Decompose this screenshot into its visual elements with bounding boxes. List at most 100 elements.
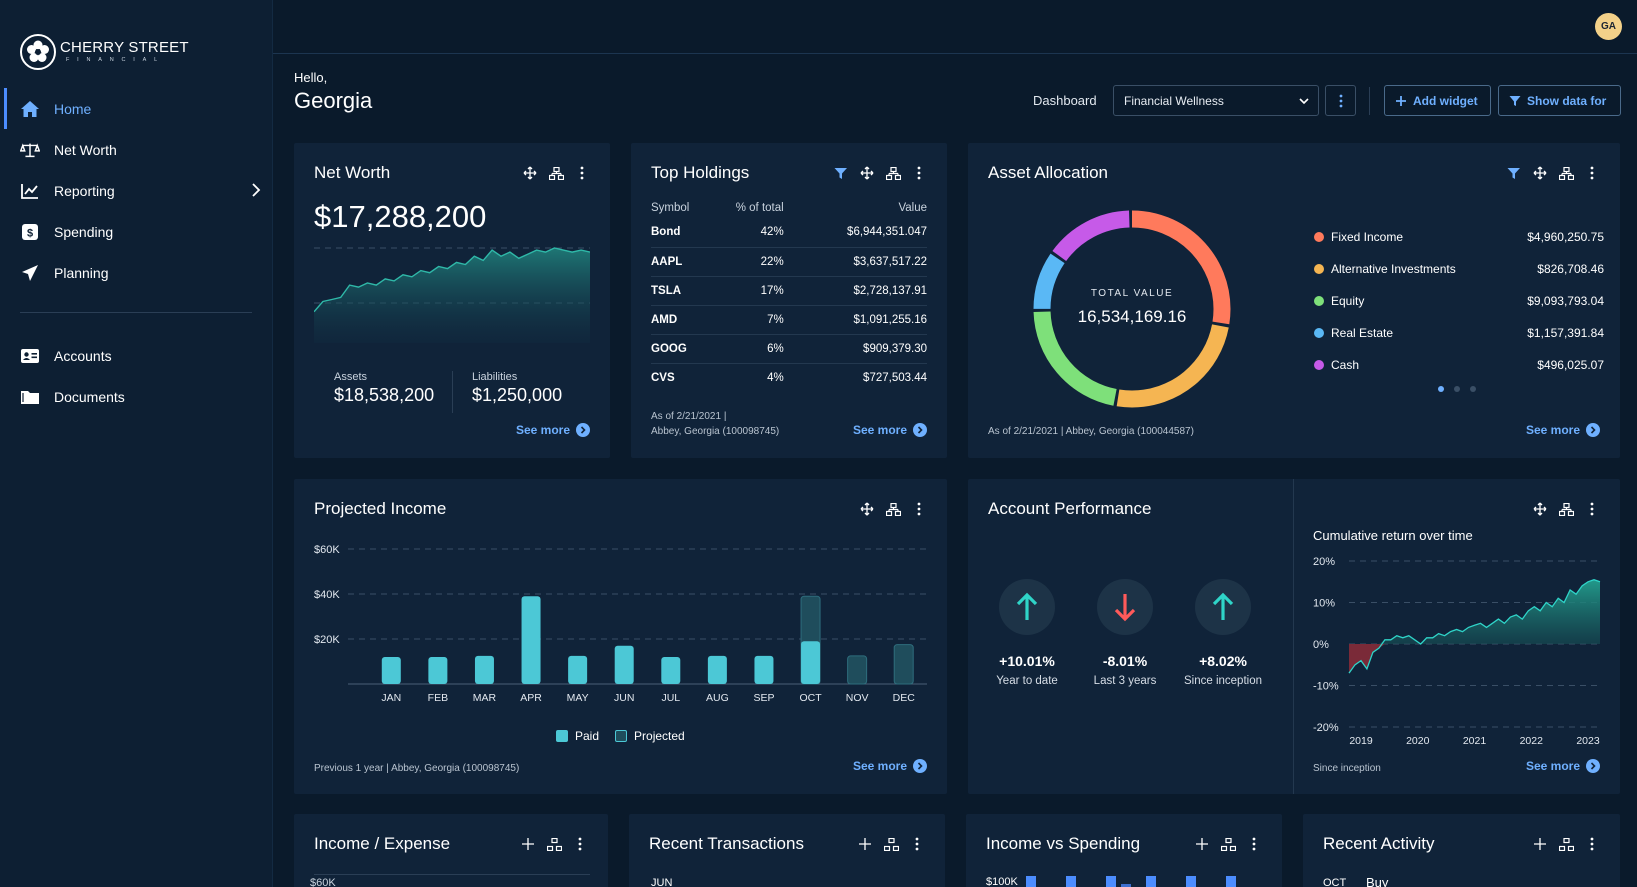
- table-row[interactable]: GOOG 6% $909,379.30: [651, 334, 927, 364]
- user-avatar[interactable]: GA: [1595, 13, 1622, 40]
- see-more-link[interactable]: See more: [853, 759, 927, 773]
- chevron-down-icon: [1298, 95, 1310, 110]
- kebab-icon[interactable]: [574, 165, 590, 181]
- table-row[interactable]: TSLA 17% $2,728,137.91: [651, 276, 927, 306]
- page-dot[interactable]: [1438, 386, 1444, 392]
- kebab-icon[interactable]: [909, 836, 925, 852]
- pct-cell: 4%: [767, 371, 784, 384]
- kebab-icon[interactable]: [911, 165, 927, 181]
- add-widget-button[interactable]: Add widget: [1384, 85, 1491, 116]
- nav-item-home[interactable]: Home: [0, 88, 273, 129]
- kebab-icon[interactable]: [1246, 836, 1262, 852]
- hierarchy-icon[interactable]: [546, 836, 562, 852]
- hierarchy-icon[interactable]: [883, 836, 899, 852]
- page-dot[interactable]: [1470, 386, 1476, 392]
- nav-item-planning[interactable]: Planning: [0, 252, 273, 293]
- see-more-link[interactable]: See more: [516, 423, 590, 437]
- legend-item[interactable]: Fixed Income $4,960,250.75: [1314, 230, 1604, 244]
- hierarchy-icon[interactable]: [1558, 165, 1574, 181]
- legend-item[interactable]: Alternative Investments $826,708.46: [1314, 262, 1604, 276]
- table-row[interactable]: AAPL 22% $3,637,517.22: [651, 247, 927, 277]
- legend-item[interactable]: Equity $9,093,793.04: [1314, 294, 1604, 308]
- brand-logo[interactable]: CHERRY STREET FINANCIAL: [20, 34, 189, 70]
- legend-label: Projected: [634, 729, 685, 743]
- pagination-dots[interactable]: [1438, 386, 1476, 392]
- see-more-link[interactable]: See more: [1526, 759, 1600, 773]
- x-tick-label: JUN: [614, 692, 634, 704]
- dashboard-menu-button[interactable]: [1325, 85, 1356, 116]
- arrow-up-icon: [1195, 579, 1251, 635]
- liabilities-value: $1,250,000: [472, 385, 563, 405]
- bar-projected: [847, 655, 868, 685]
- symbol-cell: TSLA: [651, 276, 705, 306]
- nav-item-reporting[interactable]: Reporting: [0, 170, 273, 211]
- show-data-for-button[interactable]: Show data for: [1498, 85, 1621, 116]
- plus-icon: [1396, 95, 1406, 106]
- dashboard-select[interactable]: Financial Wellness: [1113, 85, 1319, 116]
- secondary-nav: Accounts Documents: [0, 335, 273, 417]
- filter-icon[interactable]: [1506, 165, 1522, 181]
- kebab-icon[interactable]: [1584, 501, 1600, 517]
- table-row[interactable]: CVS 4% $727,503.44: [651, 363, 927, 392]
- kebab-icon[interactable]: [1584, 836, 1600, 852]
- move-icon[interactable]: [859, 501, 875, 517]
- filter-icon[interactable]: [833, 165, 849, 181]
- move-icon[interactable]: [857, 836, 873, 852]
- see-more-link[interactable]: See more: [1526, 423, 1600, 437]
- kebab-icon[interactable]: [911, 501, 927, 517]
- holdings-footnote: As of 2/21/2021 | Abbey, Georgia (100098…: [651, 409, 779, 439]
- value-cell: $909,379.30: [815, 334, 927, 364]
- card-tools: [522, 165, 590, 181]
- move-icon[interactable]: [1532, 501, 1548, 517]
- page-dot[interactable]: [1454, 386, 1460, 392]
- hierarchy-icon[interactable]: [885, 165, 901, 181]
- move-icon[interactable]: [1532, 836, 1548, 852]
- y-tick-label: 20%: [1313, 556, 1335, 568]
- table-row[interactable]: AMD 7% $1,091,255.16: [651, 305, 927, 335]
- move-icon[interactable]: [1532, 165, 1548, 181]
- move-icon[interactable]: [859, 165, 875, 181]
- performance-item[interactable]: +10.01% Year to date: [982, 579, 1072, 687]
- move-icon[interactable]: [1194, 836, 1210, 852]
- hierarchy-icon[interactable]: [1558, 836, 1574, 852]
- card-tools: [1532, 836, 1600, 852]
- pct-cell: 22%: [704, 247, 816, 277]
- dashboard-selected-value: Financial Wellness: [1124, 93, 1224, 108]
- column-header: % of total: [735, 202, 784, 214]
- y-tick-label: -20%: [1313, 722, 1339, 734]
- arrow-circle-icon: [1586, 759, 1600, 773]
- nav-item-net-worth[interactable]: Net Worth: [0, 129, 273, 170]
- see-more-link[interactable]: See more: [853, 423, 927, 437]
- net-worth-value: $17,288,200: [314, 199, 487, 234]
- nav-item-accounts[interactable]: Accounts: [0, 335, 273, 376]
- hierarchy-icon[interactable]: [548, 165, 564, 181]
- kebab-icon[interactable]: [572, 836, 588, 852]
- negative-area: [1349, 644, 1385, 674]
- nav-item-label: Spending: [54, 223, 114, 240]
- x-tick-label: 2023: [1576, 735, 1600, 747]
- divider: [452, 371, 453, 413]
- kebab-icon[interactable]: [1584, 165, 1600, 181]
- move-icon[interactable]: [520, 836, 536, 852]
- legend-value: $496,025.07: [1537, 358, 1604, 372]
- performance-item[interactable]: -8.01% Last 3 years: [1080, 579, 1170, 687]
- performance-item[interactable]: +8.02% Since inception: [1178, 579, 1268, 687]
- table-row[interactable]: Bond 42% $6,944,351.047: [651, 218, 927, 248]
- hierarchy-icon[interactable]: [1558, 501, 1574, 517]
- move-icon[interactable]: [522, 165, 538, 181]
- filter-icon: [1509, 95, 1521, 106]
- legend-item[interactable]: Cash $496,025.07: [1314, 358, 1604, 372]
- chevron-right-icon[interactable]: [251, 182, 261, 201]
- x-tick-label: 2022: [1520, 735, 1544, 747]
- recent-activity-card: Recent Activity OCT Buy: [1303, 814, 1620, 887]
- nav-item-spending[interactable]: $ Spending: [0, 211, 273, 252]
- performance-label: Year to date: [996, 675, 1058, 687]
- income-footnote: Previous 1 year | Abbey, Georgia (100098…: [314, 763, 520, 774]
- legend-item[interactable]: Real Estate $1,157,391.84: [1314, 326, 1604, 340]
- nav-item-documents[interactable]: Documents: [0, 376, 273, 417]
- bar-paid: [381, 657, 401, 684]
- legend-dot: [1314, 264, 1324, 274]
- hierarchy-icon[interactable]: [1220, 836, 1236, 852]
- hierarchy-icon[interactable]: [885, 501, 901, 517]
- cherry-blossom-icon: [20, 34, 56, 70]
